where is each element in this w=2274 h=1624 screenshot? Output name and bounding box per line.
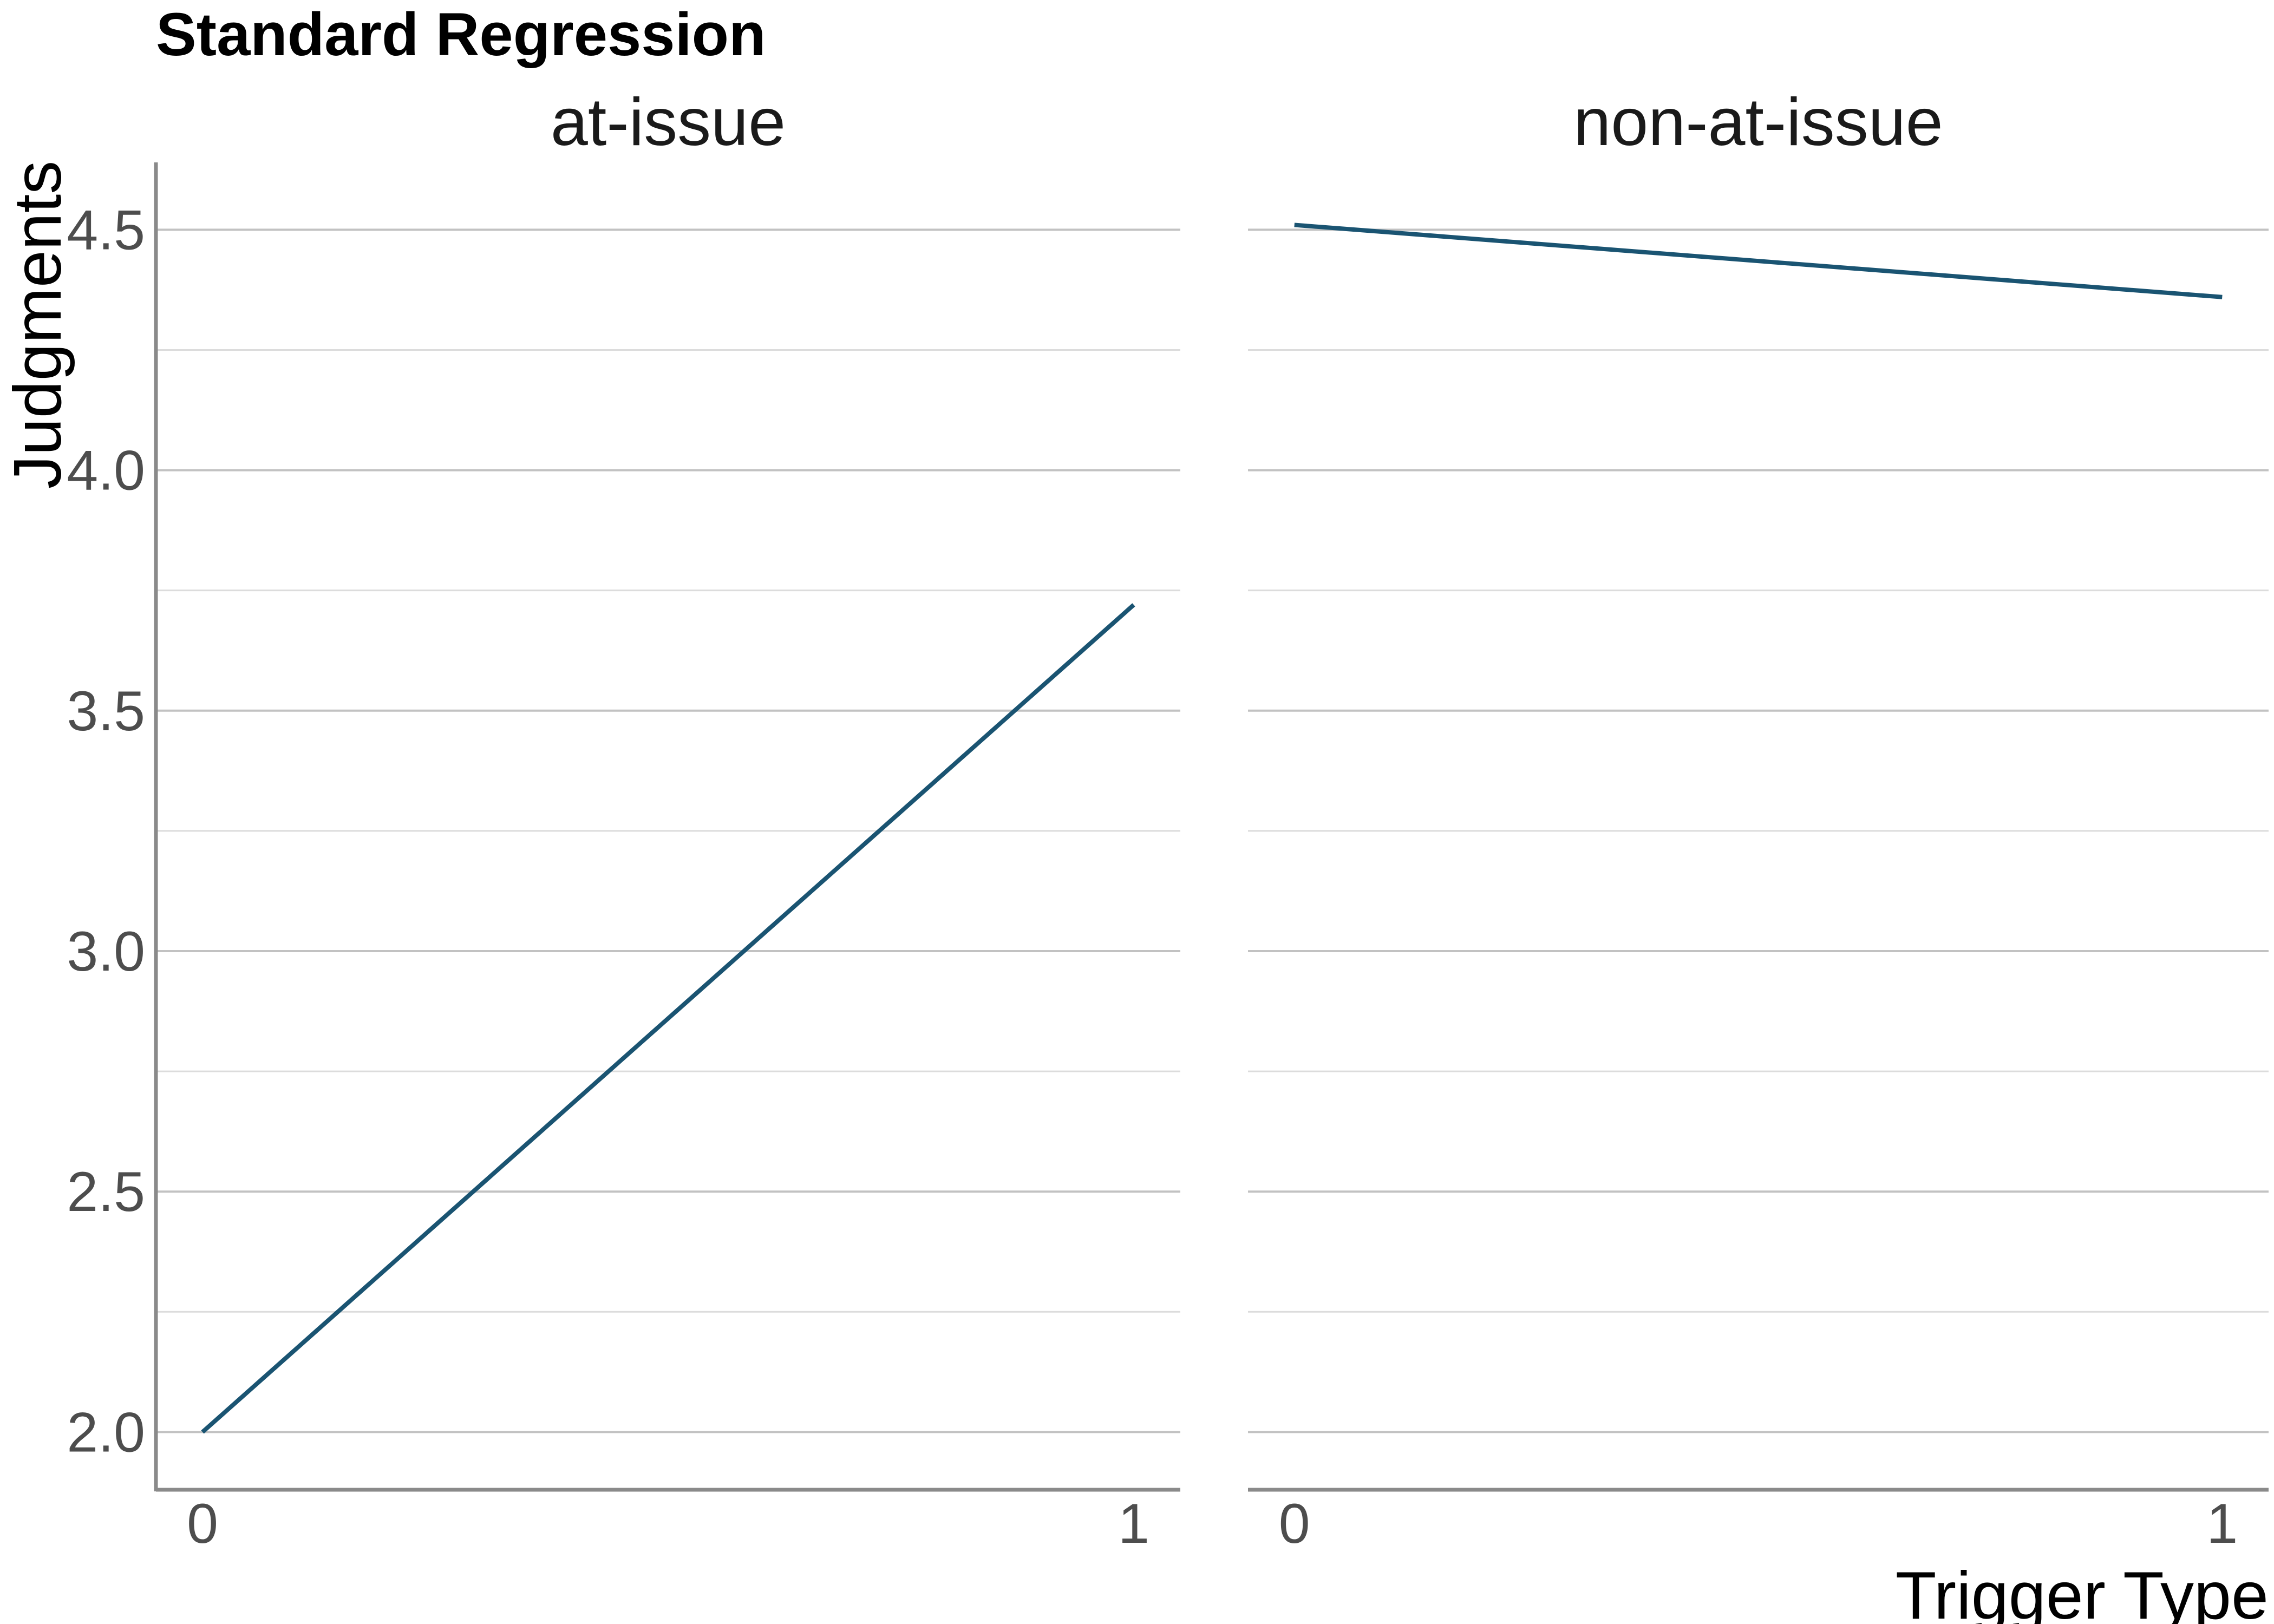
x-axis-title: Trigger Type (1896, 1558, 2269, 1624)
x-tick-label: 1 (2206, 1492, 2238, 1555)
y-tick-label: 3.5 (67, 680, 145, 743)
y-tick-label: 2.5 (67, 1161, 145, 1223)
y-tick-label: 4.0 (67, 440, 145, 502)
panel-strip-label: non-at-issue (1573, 85, 1943, 160)
y-axis-title: Judgments (1, 161, 75, 489)
y-tick-label: 4.5 (67, 199, 145, 261)
panel-at-issue: at-issue 2.0 2.5 3.0 3.5 4.0 4.5 0 1 (67, 85, 1180, 1555)
panel-non-at-issue: non-at-issue 0 1 (1248, 85, 2269, 1555)
regression-line (201, 603, 1135, 1434)
panel-strip-label: at-issue (551, 85, 786, 160)
x-tick-label: 0 (187, 1492, 218, 1555)
x-tick-label: 0 (1279, 1492, 1310, 1555)
y-tick-label: 2.0 (67, 1401, 145, 1464)
y-tick-label: 3.0 (67, 920, 145, 983)
x-tick-label: 1 (1118, 1492, 1149, 1555)
chart-title: Standard Regression (156, 1, 766, 68)
regression-line (1294, 222, 2223, 299)
